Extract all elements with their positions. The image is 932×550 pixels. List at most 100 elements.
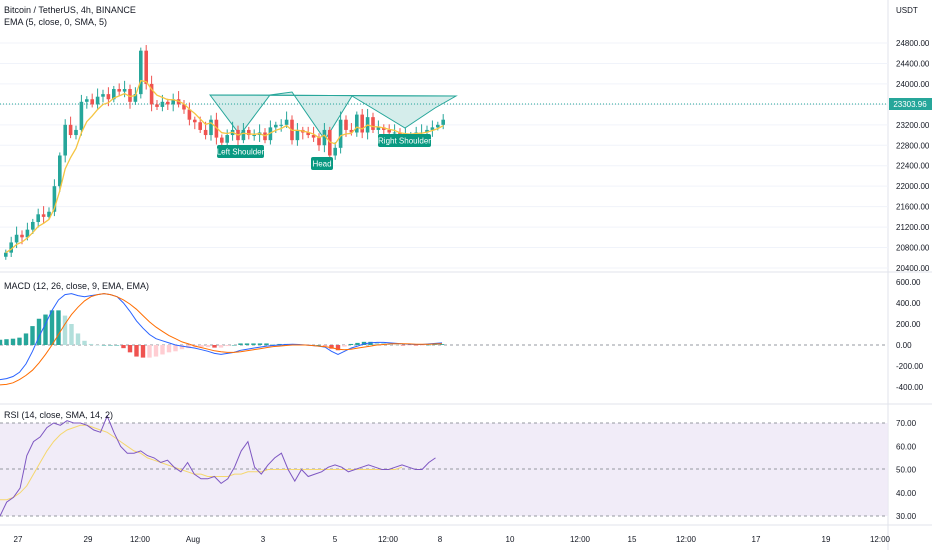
- candle-body: [241, 129, 246, 141]
- candle: [247, 126, 251, 140]
- annotation-head[interactable]: Head: [311, 157, 333, 170]
- candle-body: [317, 137, 321, 146]
- price-tick-label: 22000.00: [896, 182, 930, 191]
- candle: [90, 93, 94, 108]
- macd-histogram-bar: [264, 343, 269, 345]
- macd-panel[interactable]: MACD (12, 26, close, 9, EMA, EMA) 600.00…: [0, 278, 924, 392]
- macd-histogram-bar: [56, 310, 61, 345]
- candle: [333, 142, 337, 160]
- macd-tick-label: -200.00: [896, 362, 924, 371]
- ema-indicator-label[interactable]: EMA (5, close, 0, SMA, 5): [4, 17, 107, 27]
- macd-histogram-bar: [69, 324, 74, 345]
- price-tick-label: 21200.00: [896, 223, 930, 232]
- rsi-axis[interactable]: 70.00 60.00 50.00 40.00 30.00: [896, 419, 917, 521]
- macd-histogram-bar: [166, 345, 172, 353]
- candle: [9, 236, 13, 258]
- time-tick-label: 29: [84, 535, 93, 544]
- macd-histogram-bar: [407, 345, 412, 346]
- candle-body: [225, 135, 229, 143]
- rsi-tick-label: 60.00: [896, 442, 917, 451]
- macd-histogram-bar: [49, 310, 55, 345]
- candle: [112, 85, 116, 103]
- candle-body: [112, 89, 116, 100]
- candle-body: [149, 83, 154, 105]
- candle: [338, 111, 343, 154]
- annotation-right-shoulder[interactable]: Right Shoulder: [378, 134, 431, 147]
- time-tick-label: 8: [438, 535, 443, 544]
- price-tick-label: 22400.00: [896, 162, 930, 171]
- macd-histogram-bar: [17, 337, 22, 345]
- macd-histogram-bar: [244, 343, 250, 345]
- time-tick-label: 12:00: [378, 535, 399, 544]
- rsi-indicator-label[interactable]: RSI (14, close, SMA, 14, 2): [4, 410, 113, 420]
- price-tick-label: 24000.00: [896, 80, 930, 89]
- macd-histogram-bar: [95, 345, 100, 346]
- candle: [187, 102, 192, 126]
- macd-histogram-bar: [88, 343, 94, 345]
- candle-body: [68, 124, 73, 136]
- macd-axis[interactable]: 600.00 400.00 200.00 0.00 -200.00 -400.00: [896, 278, 924, 392]
- candle: [355, 111, 359, 137]
- time-tick-label: Aug: [186, 535, 200, 544]
- rsi-panel[interactable]: RSI (14, close, SMA, 14, 2) 70.00 60.00 50…: [0, 410, 917, 521]
- macd-histogram-bar: [277, 343, 282, 345]
- time-axis[interactable]: 27 29 12:00 Aug 3 5 12:00 8 10 12:00 15 12:00 17 19 12…: [14, 535, 891, 544]
- candle: [441, 114, 445, 130]
- candle-body: [220, 137, 224, 143]
- time-tick-label: 15: [628, 535, 637, 544]
- macd-histogram-bar: [10, 338, 16, 345]
- candle-body: [182, 104, 186, 110]
- candle: [36, 208, 40, 228]
- macd-histogram-bar: [381, 342, 386, 345]
- macd-histogram-bar: [160, 345, 165, 355]
- annotation-left-shoulder[interactable]: Left Shoulder: [217, 145, 265, 158]
- macd-histogram-bar: [387, 343, 393, 345]
- price-panel[interactable]: Left Shoulder Head Right Shoulder Bitcoi…: [0, 5, 932, 273]
- candle: [85, 96, 89, 109]
- candle: [214, 112, 219, 145]
- macd-histogram-bar: [439, 344, 445, 345]
- macd-histogram-bar: [134, 345, 139, 357]
- candle-body: [193, 119, 197, 123]
- candle-body: [160, 101, 165, 107]
- macd-histogram-bar: [153, 345, 159, 357]
- rsi-tick-label: 50.00: [896, 466, 917, 475]
- candle-body: [74, 129, 78, 136]
- macd-histogram-bar: [368, 341, 373, 345]
- candle: [47, 207, 51, 220]
- price-tick-label: 21600.00: [896, 203, 930, 212]
- currency-label: USDT: [896, 6, 918, 15]
- rsi-ma-line: [0, 424, 403, 501]
- time-tick-label: 3: [261, 535, 266, 544]
- macd-histogram-bar: [36, 318, 42, 345]
- macd-histogram-bar: [322, 345, 328, 346]
- macd-line: [0, 293, 443, 381]
- candle-body: [338, 119, 343, 148]
- price-tick-label: 22800.00: [896, 141, 930, 150]
- macd-histogram-bar: [329, 345, 334, 349]
- macd-histogram-bar: [101, 345, 107, 346]
- candle-body: [166, 101, 170, 105]
- candle-body: [371, 117, 375, 130]
- candle-body: [328, 129, 332, 156]
- macd-histogram-bar: [43, 314, 48, 345]
- candle-body: [392, 132, 397, 134]
- candle: [371, 112, 375, 133]
- candle: [317, 133, 321, 151]
- symbol-title: Bitcoin / TetherUS, 4h, BINANCE: [4, 5, 136, 15]
- time-tick-label: 5: [333, 535, 338, 544]
- candle-body: [139, 50, 143, 95]
- candle-body: [144, 50, 148, 84]
- macd-histogram-bar: [30, 326, 35, 345]
- candle-body: [14, 234, 19, 243]
- candle: [322, 123, 327, 153]
- macd-histogram-bar: [225, 345, 230, 347]
- macd-indicator-label[interactable]: MACD (12, 26, close, 9, EMA, EMA): [4, 281, 149, 291]
- time-tick-label: 17: [752, 535, 761, 544]
- ema-line: [5, 79, 444, 254]
- candle: [101, 89, 105, 103]
- candle: [220, 134, 224, 146]
- macd-tick-label: -400.00: [896, 383, 924, 392]
- candle-body: [79, 101, 84, 130]
